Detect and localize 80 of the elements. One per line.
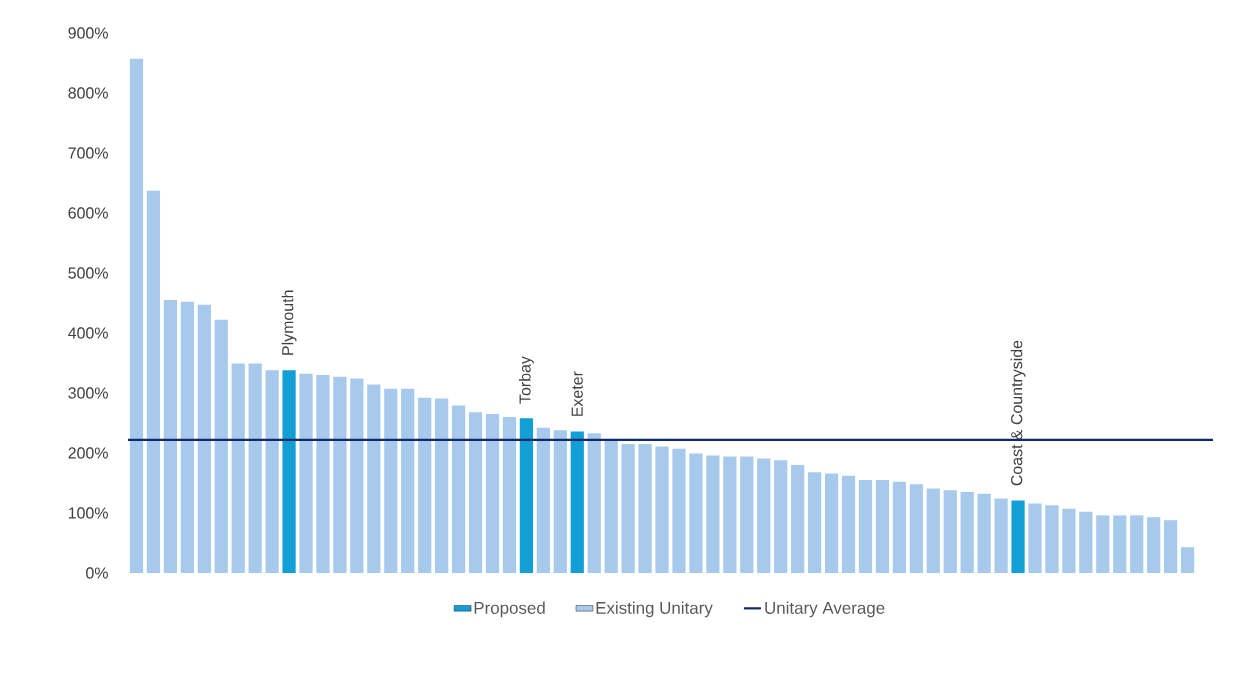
bar	[282, 370, 296, 573]
bar	[502, 416, 517, 573]
bar	[824, 473, 839, 573]
legend-label: Existing Unitary	[596, 601, 713, 618]
bar	[333, 376, 347, 573]
bar	[638, 443, 652, 573]
y-tick-label: 400%	[68, 327, 108, 339]
bar	[163, 299, 177, 573]
bar	[180, 301, 194, 573]
bar	[892, 481, 906, 573]
y-tick-label: 0%	[86, 567, 108, 579]
bar	[570, 431, 584, 573]
bar	[1011, 500, 1025, 573]
bar	[401, 388, 415, 573]
bar	[977, 493, 991, 573]
y-tick-label: 900%	[68, 27, 108, 39]
bar	[197, 304, 211, 573]
bar	[519, 418, 534, 573]
legend-label: Proposed	[474, 601, 545, 618]
bar	[418, 397, 432, 573]
x-tick-label: Plymouth	[281, 290, 297, 355]
bar	[672, 448, 686, 573]
bar	[435, 398, 449, 573]
bar	[706, 455, 720, 573]
bar	[1045, 505, 1059, 573]
bar	[299, 373, 313, 573]
bar	[1180, 547, 1195, 573]
bar	[875, 479, 890, 573]
bar	[1062, 508, 1076, 573]
bar	[146, 190, 161, 573]
bar	[384, 388, 398, 573]
bar	[1164, 520, 1178, 573]
bar	[350, 378, 364, 573]
bar	[587, 433, 601, 573]
bar	[960, 491, 974, 573]
bar	[909, 484, 923, 573]
y-tick-label: 300%	[68, 387, 108, 399]
bar	[1113, 515, 1127, 573]
bar	[316, 374, 330, 573]
bar	[689, 453, 703, 573]
y-tick-label: 200%	[68, 447, 108, 459]
x-tick-label: Torbay	[518, 356, 534, 404]
bar	[740, 456, 754, 573]
y-tick-label: 500%	[68, 267, 108, 279]
y-tick-label: 600%	[68, 207, 108, 219]
bar	[231, 363, 245, 573]
bar	[926, 488, 940, 573]
bar	[994, 498, 1008, 573]
bar	[858, 479, 873, 573]
bar	[1130, 515, 1144, 573]
bar	[621, 443, 635, 573]
bar	[774, 460, 788, 573]
bar	[214, 319, 228, 573]
bar	[485, 413, 500, 573]
y-tick-label: 100%	[68, 507, 108, 519]
bar	[943, 490, 957, 573]
bar	[553, 430, 567, 573]
bar	[468, 412, 483, 573]
bar	[1079, 511, 1093, 573]
bar	[367, 384, 381, 573]
bar	[841, 475, 856, 573]
bar	[1096, 515, 1110, 573]
x-tick-label: Exeter	[571, 371, 583, 416]
bar	[791, 464, 805, 573]
legend-label: Unitary Average	[765, 601, 885, 618]
y-tick-label: 700%	[68, 147, 108, 159]
bar	[757, 458, 771, 573]
bar	[808, 472, 822, 573]
bar	[265, 370, 279, 573]
bar	[655, 446, 669, 573]
x-tick-label: Coast & Countryside	[1010, 340, 1026, 486]
bar	[536, 427, 550, 573]
bar	[248, 363, 262, 573]
bar	[1028, 503, 1042, 573]
bar	[451, 405, 466, 573]
bar	[129, 58, 144, 573]
y-tick-label: 800%	[68, 87, 108, 99]
bar	[1147, 517, 1161, 573]
bar	[723, 456, 737, 573]
bar	[604, 439, 618, 573]
